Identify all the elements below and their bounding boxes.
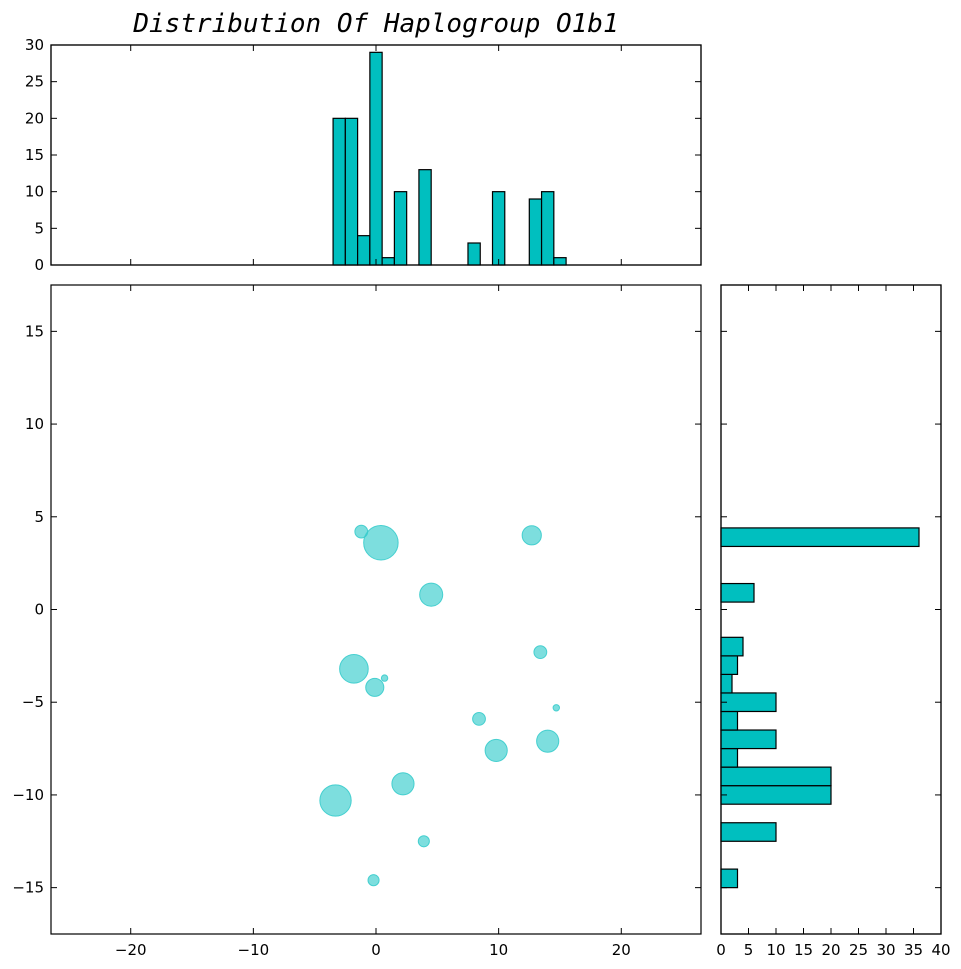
right-x-tick-label: 30 — [876, 941, 895, 959]
top-hist-bar — [491, 191, 506, 266]
scatter-y-tick-label: −10 — [12, 786, 44, 804]
top-hist-bar — [393, 191, 408, 266]
top-hist-bar — [467, 242, 481, 266]
scatter-plot-frame — [50, 284, 702, 935]
right-hist-bar — [720, 692, 777, 713]
scatter-panel: −20 −10 0 10 20 −15 −10 −5 0 5 10 15 — [12, 284, 702, 959]
top-y-tick-label: 10 — [25, 183, 44, 201]
top-y-tick-label: 5 — [34, 219, 44, 237]
scatter-bubble — [319, 784, 352, 817]
right-x-tick-label: 35 — [904, 941, 923, 959]
right-hist-bar — [720, 868, 739, 889]
scatter-bubble — [339, 654, 369, 684]
scatter-y-tick-label: 5 — [34, 508, 44, 526]
scatter-bubble — [472, 712, 486, 726]
top-histogram-panel: 0 5 10 15 20 25 30 — [25, 36, 702, 274]
scatter-x-tick-label: 0 — [371, 941, 381, 959]
top-hist-bar — [418, 169, 432, 266]
scatter-bubble — [419, 582, 444, 607]
top-y-tick-label: 0 — [34, 256, 44, 274]
scatter-bubble — [363, 525, 399, 561]
scatter-x-tick-label: −20 — [115, 941, 147, 959]
right-hist-bar — [720, 527, 920, 548]
scatter-bubble — [367, 874, 380, 887]
top-y-tick-label: 15 — [25, 146, 44, 164]
scatter-bubble — [391, 772, 415, 796]
scatter-bubble — [552, 704, 560, 712]
right-hist-bar — [720, 636, 744, 657]
scatter-bubble — [536, 729, 560, 753]
top-hist-bar — [381, 257, 395, 266]
scatter-bubble — [484, 738, 508, 763]
right-x-tick-label: 40 — [931, 941, 950, 959]
scatter-y-tick-label: −5 — [22, 693, 44, 711]
scatter-y-tick-label: 15 — [25, 322, 44, 340]
right-hist-bar — [720, 710, 739, 731]
top-hist-bar — [332, 117, 346, 266]
top-y-tick-label: 25 — [25, 73, 44, 91]
scatter-bubble — [380, 674, 389, 682]
top-hist-bar — [553, 257, 567, 266]
right-hist-bar — [720, 747, 739, 768]
right-x-tick-label: 10 — [766, 941, 785, 959]
right-hist-bar — [720, 766, 832, 787]
scatter-x-tick-label: 10 — [489, 941, 508, 959]
right-x-tick-label: 5 — [744, 941, 754, 959]
top-hist-bar — [528, 198, 543, 266]
right-hist-bar — [720, 785, 832, 805]
chart-title: Distribution Of Haplogroup O1b1 — [132, 9, 618, 39]
top-hist-bar — [357, 235, 371, 266]
right-hist-bar — [720, 673, 733, 694]
right-x-tick-label: 25 — [849, 941, 868, 959]
right-hist-bar — [720, 655, 739, 675]
right-histogram-panel: 0 5 10 15 20 25 30 35 40 — [716, 284, 951, 959]
right-hist-bar — [720, 582, 755, 603]
right-hist-bar — [720, 729, 777, 750]
top-hist-bar — [369, 51, 383, 266]
right-hist-bar — [720, 822, 777, 842]
scatter-bubble — [365, 677, 385, 697]
scatter-y-tick-label: 10 — [25, 415, 44, 433]
scatter-y-tick-label: 0 — [34, 601, 44, 619]
scatter-x-tick-label: 20 — [612, 941, 631, 959]
top-y-tick-label: 20 — [25, 109, 44, 127]
scatter-y-tick-label: −15 — [12, 879, 44, 897]
top-hist-bar — [540, 191, 555, 266]
right-x-tick-label: 20 — [821, 941, 840, 959]
top-y-tick-label: 30 — [25, 36, 44, 54]
right-x-tick-label: 0 — [716, 941, 726, 959]
scatter-bubble — [521, 525, 542, 546]
right-x-tick-label: 15 — [794, 941, 813, 959]
scatter-x-tick-label: −10 — [238, 941, 270, 959]
scatter-bubble — [533, 645, 548, 660]
scatter-bubble — [417, 835, 430, 848]
top-hist-bar — [344, 117, 359, 266]
